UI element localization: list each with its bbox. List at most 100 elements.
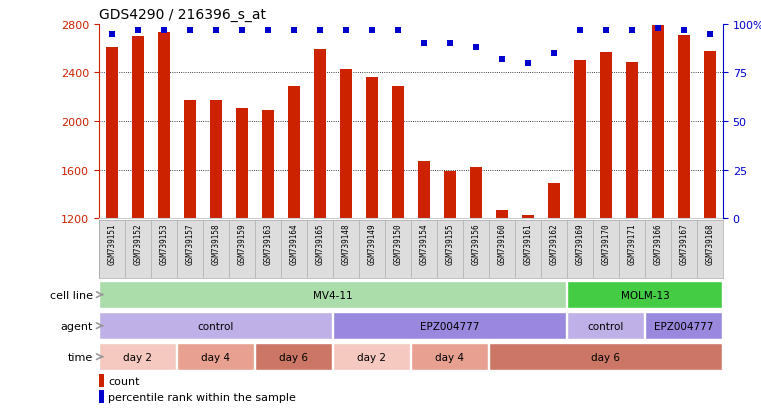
Point (574, 27, 586, 34)
Bar (568, 312, 645, 339)
Point (704, 31, 716, 38)
Bar (340, 70, 352, 219)
Point (652, 25, 664, 32)
Bar (652, 26, 664, 219)
Text: GSM739149: GSM739149 (368, 223, 377, 265)
Text: EPZ004777: EPZ004777 (420, 321, 479, 331)
Point (314, 27, 326, 34)
Bar (314, 50, 326, 219)
Bar (158, 33, 170, 219)
Point (132, 27, 144, 34)
Point (522, 60, 534, 67)
Text: control: control (198, 321, 234, 331)
Point (678, 27, 690, 34)
Bar (470, 168, 482, 219)
Text: GSM739154: GSM739154 (419, 223, 428, 265)
Text: GSM739163: GSM739163 (263, 223, 272, 265)
Bar (210, 101, 221, 219)
Text: day 4: day 4 (435, 352, 464, 362)
Bar (678, 36, 689, 219)
Bar (333, 343, 410, 370)
Text: day 2: day 2 (358, 352, 387, 362)
Point (626, 27, 638, 34)
Text: GSM739171: GSM739171 (628, 223, 636, 265)
Point (210, 27, 222, 34)
Bar (568, 281, 722, 309)
Bar (256, 343, 333, 370)
Text: GSM739168: GSM739168 (705, 223, 715, 265)
Bar (496, 210, 508, 219)
Text: GSM739164: GSM739164 (289, 223, 298, 265)
Point (470, 45, 482, 51)
Text: control: control (587, 321, 624, 331)
Text: GSM739157: GSM739157 (186, 223, 194, 265)
Bar (236, 109, 248, 219)
Bar (412, 343, 489, 370)
Text: GSM739165: GSM739165 (316, 223, 324, 265)
Text: GSM739151: GSM739151 (107, 223, 116, 265)
Text: GDS4290 / 216396_s_at: GDS4290 / 216396_s_at (99, 8, 266, 22)
Bar (132, 37, 144, 219)
Bar (418, 162, 430, 219)
Point (444, 41, 456, 47)
Point (366, 27, 378, 34)
Point (184, 27, 196, 34)
Bar (99, 374, 104, 387)
Point (262, 27, 274, 34)
Text: EPZ004777: EPZ004777 (654, 321, 714, 331)
Text: GSM739159: GSM739159 (237, 223, 247, 265)
Point (158, 27, 170, 34)
Text: agent: agent (60, 321, 93, 331)
Point (106, 31, 118, 38)
Point (236, 27, 248, 34)
Text: MOLM-13: MOLM-13 (620, 290, 670, 300)
Text: day 6: day 6 (279, 352, 308, 362)
Text: GSM739170: GSM739170 (601, 223, 610, 265)
Point (548, 50, 560, 57)
Bar (489, 343, 722, 370)
Text: day 2: day 2 (123, 352, 152, 362)
Bar (626, 62, 638, 219)
Text: time: time (68, 352, 93, 362)
Text: GSM739166: GSM739166 (654, 223, 662, 265)
Point (600, 27, 612, 34)
Text: GSM739160: GSM739160 (498, 223, 506, 265)
Bar (600, 53, 612, 219)
Point (496, 57, 508, 63)
Text: GSM739153: GSM739153 (160, 223, 168, 265)
Bar (333, 312, 566, 339)
Point (418, 41, 430, 47)
Point (340, 27, 352, 34)
Bar (704, 52, 716, 219)
Bar (444, 171, 456, 219)
Text: GSM739155: GSM739155 (445, 223, 454, 265)
Text: percentile rank within the sample: percentile rank within the sample (108, 392, 296, 401)
Bar (392, 87, 404, 219)
Bar (522, 215, 533, 219)
Bar (645, 312, 722, 339)
Bar (106, 48, 118, 219)
Text: day 6: day 6 (591, 352, 620, 362)
Text: cell line: cell line (49, 290, 93, 300)
Text: GSM739169: GSM739169 (575, 223, 584, 265)
Text: count: count (108, 376, 140, 386)
Text: GSM739167: GSM739167 (680, 223, 689, 265)
Text: GSM739156: GSM739156 (472, 223, 480, 265)
Text: GSM739148: GSM739148 (342, 223, 350, 265)
Bar (100, 343, 177, 370)
Point (392, 27, 404, 34)
Bar (262, 110, 274, 219)
Text: GSM739158: GSM739158 (212, 223, 221, 265)
Bar (177, 343, 254, 370)
Bar (100, 281, 566, 309)
Text: day 4: day 4 (202, 352, 231, 362)
Text: GSM739150: GSM739150 (393, 223, 403, 265)
Bar (366, 78, 377, 219)
Bar (184, 101, 196, 219)
Bar (288, 87, 300, 219)
Bar (548, 184, 560, 219)
Text: MV4-11: MV4-11 (313, 290, 353, 300)
Text: GSM739162: GSM739162 (549, 223, 559, 265)
Bar (574, 61, 586, 219)
Point (288, 27, 300, 34)
